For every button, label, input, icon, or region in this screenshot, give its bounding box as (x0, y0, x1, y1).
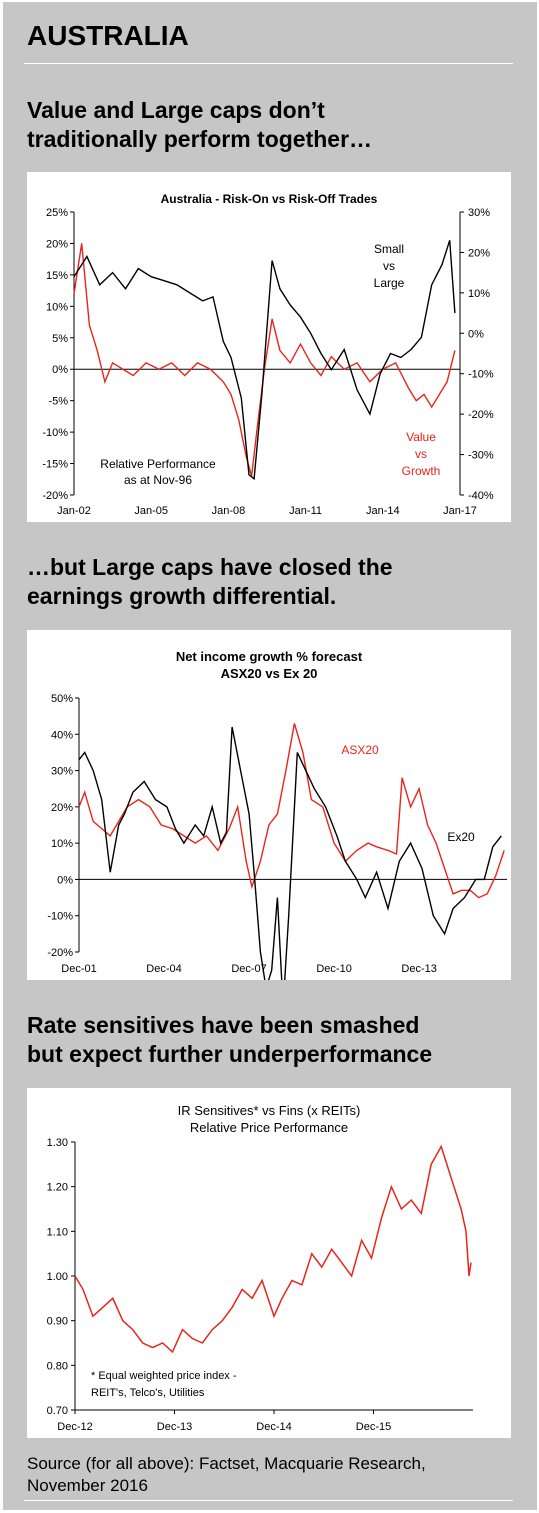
y-tick-label: 0.80 (47, 1360, 68, 1372)
heading-3-line-2: but expect further underperformance (27, 1041, 433, 1067)
y-right-tick-label: 20% (468, 247, 490, 259)
series-asx20 (78, 723, 505, 899)
footnote: * Equal weighted price index - (91, 1370, 237, 1382)
chart-title: Net income growth % forecast (176, 649, 363, 664)
y-right-tick-label: -20% (468, 409, 494, 421)
annotation-value-vs-growth: Value (406, 430, 436, 444)
y-left-tick-label: 0% (52, 364, 68, 376)
source-line-2: November 2016 (27, 1476, 148, 1495)
y-tick-label: 1.30 (47, 1137, 68, 1149)
y-left-tick-label: 20% (46, 238, 68, 250)
y-right-tick-label: -30% (468, 450, 494, 462)
y-right-tick-label: 10% (468, 288, 490, 300)
x-tick-label: Jan-05 (134, 505, 168, 517)
chart-title: IR Sensitives* vs Fins (x REITs) (178, 1103, 361, 1118)
y-left-tick-label: -15% (42, 459, 68, 471)
chart-title: Australia - Risk-On vs Risk-Off Trades (161, 192, 378, 206)
page-title: AUSTRALIA (27, 20, 189, 51)
y-tick-label: 1.00 (47, 1271, 68, 1283)
y-tick-label: 1.20 (47, 1182, 68, 1194)
chart-card-3: IR Sensitives* vs Fins (x REITs) Relative… (27, 1088, 511, 1438)
y-left-tick-label: 5% (52, 333, 68, 345)
x-tick-label: Dec-13 (157, 1421, 192, 1433)
y-tick-label: -10% (47, 911, 73, 923)
annotation-value-vs-growth: Growth (402, 464, 441, 478)
x-tick-label: Jan-08 (212, 505, 246, 517)
heading-2-line-2: earnings growth differential. (27, 583, 337, 609)
heading-2-line-1: …but Large caps have closed the (27, 554, 393, 580)
net-income-growth-chart: Net income growth % forecast ASX20 vs Ex … (47, 649, 507, 1007)
y-tick-label: 0.70 (47, 1405, 68, 1417)
chart-card-2: Net income growth % forecast ASX20 vs Ex … (27, 630, 511, 1007)
y-tick-label: 10% (51, 838, 73, 850)
risk-on-off-chart: Australia - Risk-On vs Risk-Off Trades 25… (42, 192, 494, 517)
y-left-tick-label: -10% (42, 427, 68, 439)
annotation-value-vs-growth: vs (415, 447, 427, 461)
chart-title: ASX20 vs Ex 20 (221, 666, 318, 681)
x-tick-label: Dec-10 (316, 963, 351, 975)
heading-3-line-1: Rate sensitives have been smashed (27, 1012, 420, 1038)
annotation-note: as at Nov-96 (124, 473, 192, 487)
series-ex20 (78, 726, 502, 1007)
title-divider (24, 63, 513, 64)
x-tick-label: Jan-11 (289, 505, 322, 517)
series-ir-sensitives (74, 1144, 472, 1354)
y-tick-label: 20% (51, 802, 73, 814)
y-right-tick-label: 30% (468, 207, 490, 219)
x-tick-label: Dec-04 (146, 963, 181, 975)
y-right-tick-label: -10% (468, 369, 494, 381)
annotation-note: Relative Performance (100, 457, 216, 471)
chart-title: Relative Price Performance (190, 1120, 348, 1135)
chart-card-1: Australia - Risk-On vs Risk-Off Trades 25… (27, 172, 511, 522)
heading-1-line-2: traditionally perform together… (27, 126, 373, 152)
y-tick-label: -20% (47, 947, 73, 959)
annotation-small-vs-large: vs (383, 259, 395, 273)
y-tick-label: 0% (57, 874, 73, 886)
label-asx20: ASX20 (341, 743, 379, 757)
annotation-small-vs-large: Large (374, 276, 405, 290)
x-tick-label: Dec-01 (61, 963, 96, 975)
y-right-tick-label: 0% (468, 328, 484, 340)
bottom-divider (24, 1500, 513, 1501)
y-tick-label: 30% (51, 766, 73, 778)
series-value-vs-growth (73, 243, 456, 477)
y-left-tick-label: 10% (46, 301, 68, 313)
heading-3: Rate sensitives have been smashed but ex… (27, 1011, 432, 1069)
x-tick-label: Dec-12 (57, 1421, 92, 1433)
x-tick-label: Dec-13 (401, 963, 436, 975)
y-left-tick-label: -5% (48, 396, 68, 408)
x-tick-label: Jan-02 (57, 505, 91, 517)
x-tick-label: Jan-14 (366, 505, 400, 517)
x-tick-label: Jan-17 (443, 505, 477, 517)
annotation-small-vs-large: Small (374, 242, 404, 256)
heading-1: Value and Large caps don’t traditionally… (27, 96, 372, 154)
heading-1-line-1: Value and Large caps don’t (27, 97, 325, 123)
y-tick-label: 50% (51, 693, 73, 705)
label-ex20: Ex20 (447, 830, 475, 844)
y-tick-label: 40% (51, 729, 73, 741)
footnote: REIT's, Telco's, Utilities (91, 1387, 205, 1399)
y-left-tick-label: -20% (42, 490, 68, 502)
source-note: Source (for all above): Factset, Macquar… (27, 1453, 426, 1497)
x-tick-label: Dec-14 (256, 1421, 291, 1433)
source-line-1: Source (for all above): Factset, Macquar… (27, 1454, 426, 1473)
x-tick-label: Dec-15 (356, 1421, 391, 1433)
heading-2: …but Large caps have closed the earnings… (27, 553, 393, 611)
x-tick-label: Dec-07 (231, 963, 266, 975)
series-small-vs-large (73, 240, 456, 481)
y-tick-label: 0.90 (47, 1316, 68, 1328)
ir-sensitives-chart: IR Sensitives* vs Fins (x REITs) Relative… (47, 1103, 473, 1433)
y-tick-label: 1.10 (47, 1226, 68, 1238)
y-left-tick-label: 15% (46, 270, 68, 282)
y-left-tick-label: 25% (46, 207, 68, 219)
y-right-tick-label: -40% (468, 490, 494, 502)
